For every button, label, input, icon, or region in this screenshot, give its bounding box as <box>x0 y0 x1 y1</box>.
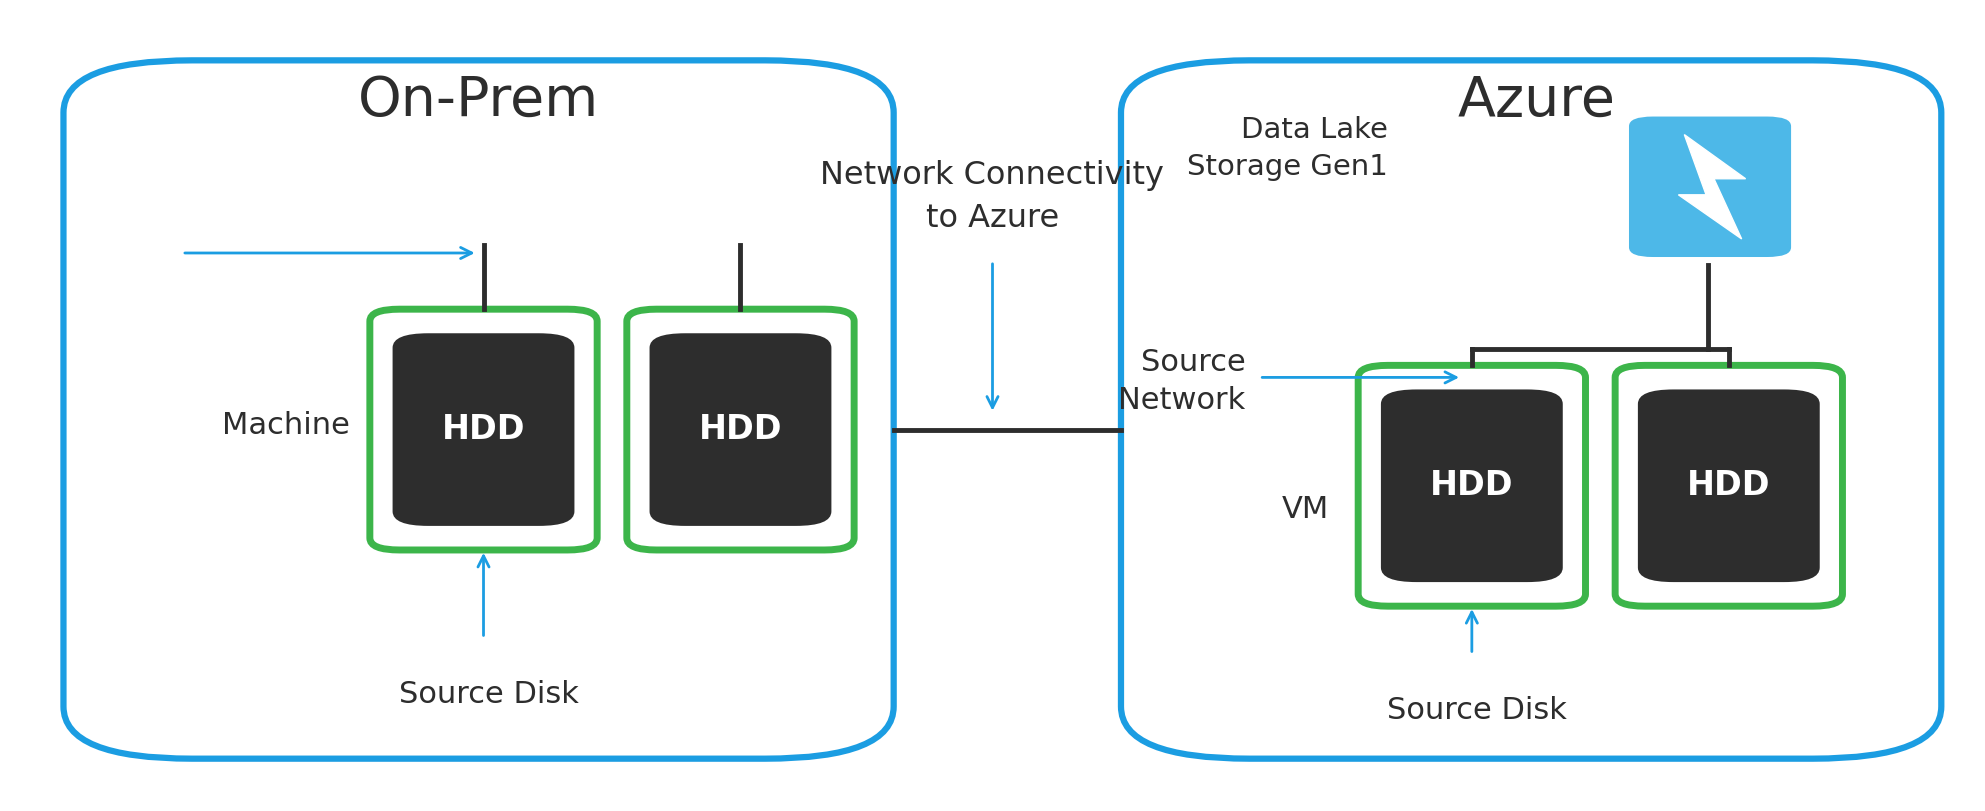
FancyBboxPatch shape <box>1616 366 1842 606</box>
Text: Machine: Machine <box>222 411 349 440</box>
FancyBboxPatch shape <box>1638 389 1820 582</box>
FancyBboxPatch shape <box>64 60 893 758</box>
Polygon shape <box>1679 135 1745 239</box>
FancyBboxPatch shape <box>369 309 597 550</box>
Text: HDD: HDD <box>443 413 526 446</box>
Text: HDD: HDD <box>1429 470 1515 502</box>
Text: VM: VM <box>1280 496 1328 525</box>
FancyBboxPatch shape <box>1382 389 1562 582</box>
FancyBboxPatch shape <box>649 333 832 526</box>
FancyBboxPatch shape <box>1122 60 1941 758</box>
Text: Source
Network: Source Network <box>1118 348 1245 415</box>
FancyBboxPatch shape <box>627 309 854 550</box>
Text: Data Lake
Storage Gen1: Data Lake Storage Gen1 <box>1187 116 1388 181</box>
FancyBboxPatch shape <box>1358 366 1586 606</box>
Text: HDD: HDD <box>1687 470 1771 502</box>
Text: On-Prem: On-Prem <box>357 74 599 127</box>
Text: Network Connectivity
to Azure: Network Connectivity to Azure <box>820 160 1165 234</box>
Text: HDD: HDD <box>699 413 782 446</box>
FancyBboxPatch shape <box>1630 117 1790 257</box>
Text: Source Disk: Source Disk <box>1388 696 1566 725</box>
FancyBboxPatch shape <box>393 333 574 526</box>
Text: Source Disk: Source Disk <box>399 680 578 709</box>
Text: Azure: Azure <box>1457 74 1616 127</box>
